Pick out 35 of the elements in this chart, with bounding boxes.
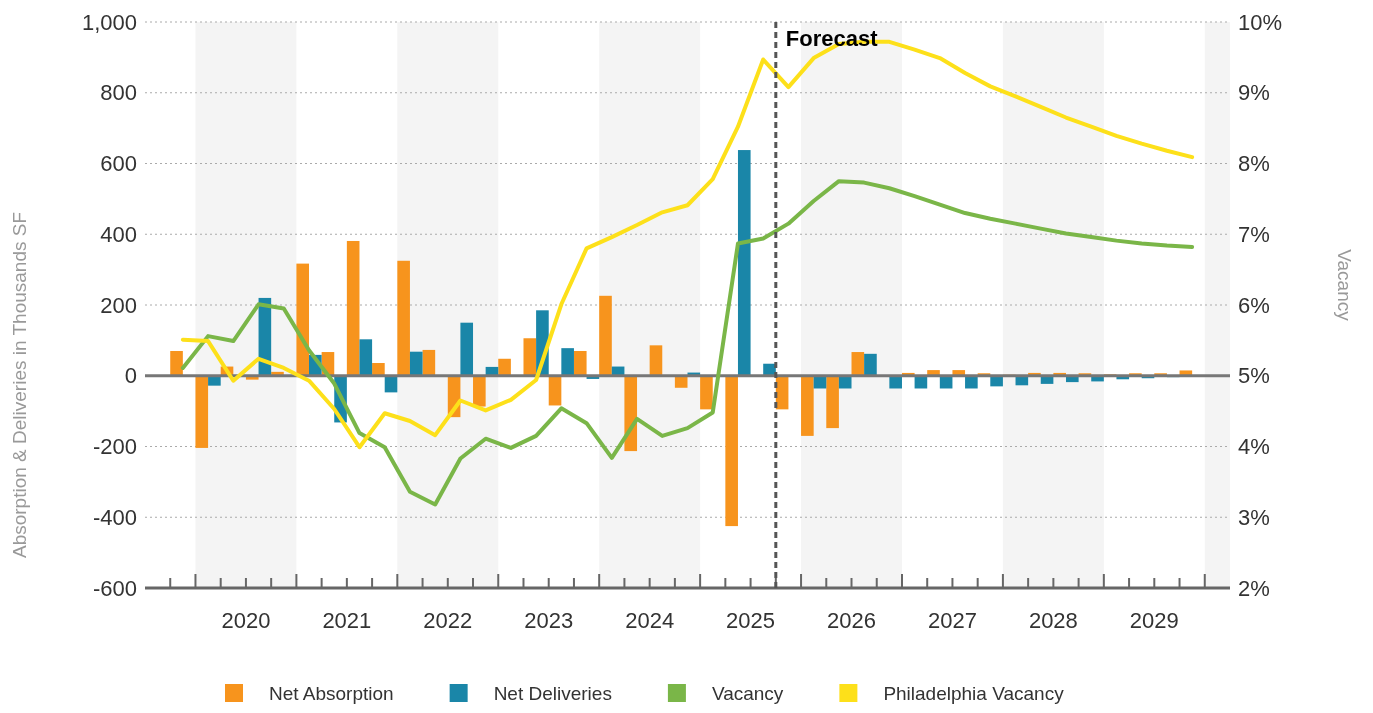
- y2-tick-label: 5%: [1238, 363, 1270, 389]
- y-axis-title: Absorption & Deliveries in Thousands SF: [9, 211, 30, 559]
- legend-label: Net Deliveries: [493, 683, 612, 704]
- y2-tick-label: 9%: [1238, 80, 1270, 106]
- x-tick-label: 2025: [726, 608, 776, 633]
- x-tick-label: 2020: [221, 608, 271, 633]
- x-tick-label: 2021: [322, 608, 372, 633]
- y2-tick-label: 10%: [1238, 9, 1283, 35]
- y-tick-label: -400: [92, 504, 137, 530]
- legend-label: Net Absorption: [269, 683, 394, 704]
- y-tick-label: 1,000: [81, 9, 137, 35]
- legend-label: Philadelphia Vacancy: [883, 683, 1065, 704]
- x-tick-label: 2027: [927, 608, 977, 633]
- y2-tick-label: 3%: [1238, 504, 1270, 530]
- x-tick-label: 2028: [1028, 608, 1078, 633]
- y-tick-label: 400: [100, 221, 137, 247]
- x-tick-label: 2024: [625, 608, 675, 633]
- y-tick-label: 0: [124, 363, 137, 389]
- x-tick-label: 2029: [1129, 608, 1179, 633]
- y2-axis-title: Vacancy: [1334, 249, 1355, 322]
- y2-tick-label: 7%: [1238, 221, 1270, 247]
- y-tick-label: -200: [92, 434, 137, 460]
- x-tick-label: 2026: [827, 608, 876, 633]
- y-tick-label: 600: [100, 151, 137, 177]
- ref-line-label: Forecast: [785, 26, 879, 51]
- y2-tick-label: 4%: [1238, 434, 1270, 460]
- y2-tick-label: 8%: [1238, 151, 1270, 177]
- y-tick-label: 800: [100, 80, 137, 106]
- y2-tick-label: 6%: [1238, 292, 1270, 318]
- x-tick-label: 2022: [423, 608, 473, 633]
- y-tick-label: 200: [100, 292, 137, 318]
- legend-label: Vacancy: [711, 683, 784, 704]
- y-tick-label: -600: [92, 575, 137, 601]
- x-tick-label: 2023: [524, 608, 574, 633]
- y2-tick-label: 2%: [1238, 575, 1270, 601]
